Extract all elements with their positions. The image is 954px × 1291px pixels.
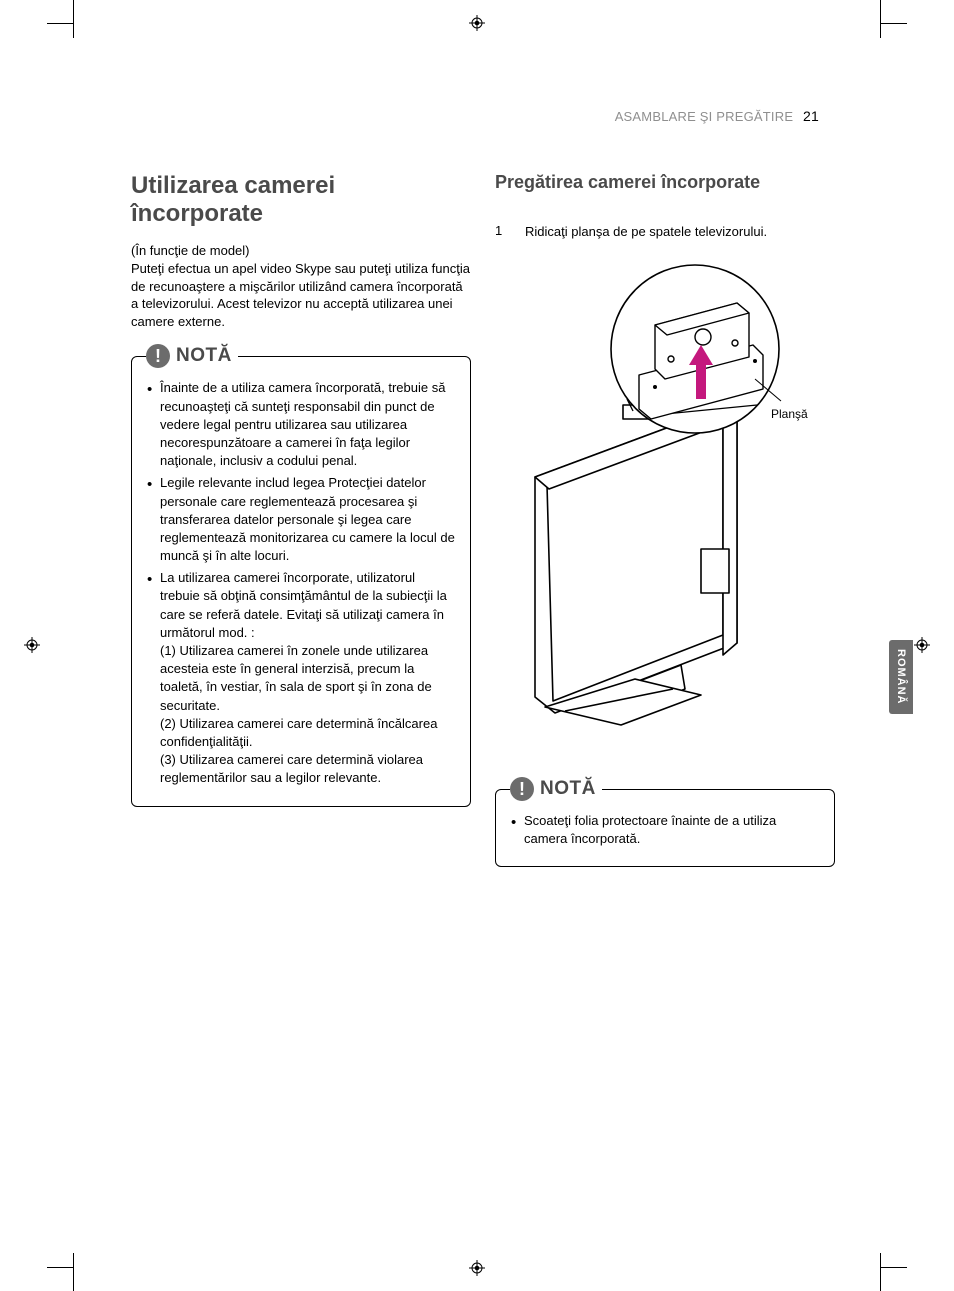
right-column: Pregătirea camerei încorporate 1 Ridicaţ… [495, 172, 835, 867]
language-label: ROMÂNĂ [895, 649, 907, 705]
tv-illustration-icon [505, 259, 825, 729]
crop-mark [47, 23, 73, 24]
registration-mark-icon [914, 637, 930, 653]
left-column: Utilizarea camerei încorporate (În funcţ… [131, 172, 471, 807]
step-text: Ridicaţi planşa de pe spatele televizoru… [525, 223, 835, 241]
page-number: 21 [803, 108, 819, 124]
note-list: Înainte de a utiliza camera încorporată,… [146, 379, 456, 787]
note-list: Scoateţi folia protectoare înainte de a … [510, 812, 820, 848]
note-legend: ! NOTĂ [510, 777, 602, 801]
note-box-right: ! NOTĂ Scoateţi folia protectoare înaint… [495, 789, 835, 867]
note-item: La utilizarea camerei încorporate, utili… [160, 569, 456, 787]
note-item-lead: La utilizarea camerei încorporate, utili… [160, 570, 447, 640]
crop-mark [880, 1253, 881, 1291]
right-title: Pregătirea camerei încorporate [495, 172, 835, 193]
left-title: Utilizarea camerei încorporate [131, 172, 471, 227]
figure-tv-camera: Planşă [505, 259, 825, 729]
running-header: ASAMBLARE ŞI PREGĂTIRE 21 [615, 108, 819, 124]
note-icon: ! [146, 344, 170, 368]
crop-mark [880, 0, 881, 38]
note-box-left: ! NOTĂ Înainte de a utiliza camera încor… [131, 356, 471, 806]
crop-mark [881, 1267, 907, 1268]
crop-mark [881, 23, 907, 24]
page-content: ASAMBLARE ŞI PREGĂTIRE 21 ROMÂNĂ Utiliza… [95, 60, 859, 1231]
language-tab: ROMÂNĂ [889, 640, 913, 714]
note-subline: (1) Utilizarea camerei în zonele unde ut… [160, 642, 456, 715]
crop-mark [73, 0, 74, 38]
crop-mark [73, 1253, 74, 1291]
note-subline: (3) Utilizarea camerei care determină vi… [160, 751, 456, 787]
registration-mark-icon [24, 637, 40, 653]
step-row: 1 Ridicaţi planşa de pe spatele televizo… [495, 223, 835, 241]
note-icon: ! [510, 777, 534, 801]
note-item: Scoateţi folia protectoare înainte de a … [524, 812, 820, 848]
note-item: Legile relevante includ legea Protecţiei… [160, 474, 456, 565]
note-label: NOTĂ [540, 778, 596, 800]
crop-mark [47, 1267, 73, 1268]
section-name: ASAMBLARE ŞI PREGĂTIRE [615, 109, 794, 124]
registration-mark-icon [469, 1260, 485, 1276]
note-legend: ! NOTĂ [146, 344, 238, 368]
intro-text: Puteţi efectua un apel video Skype sau p… [131, 260, 471, 330]
note-label: NOTĂ [176, 345, 232, 367]
note-item: Înainte de a utiliza camera încorporată,… [160, 379, 456, 470]
step-number: 1 [495, 223, 509, 241]
registration-mark-icon [469, 15, 485, 31]
model-depends: (În funcţie de model) [131, 243, 471, 258]
figure-label: Planşă [771, 407, 808, 421]
note-subline: (2) Utilizarea camerei care determină în… [160, 715, 456, 751]
